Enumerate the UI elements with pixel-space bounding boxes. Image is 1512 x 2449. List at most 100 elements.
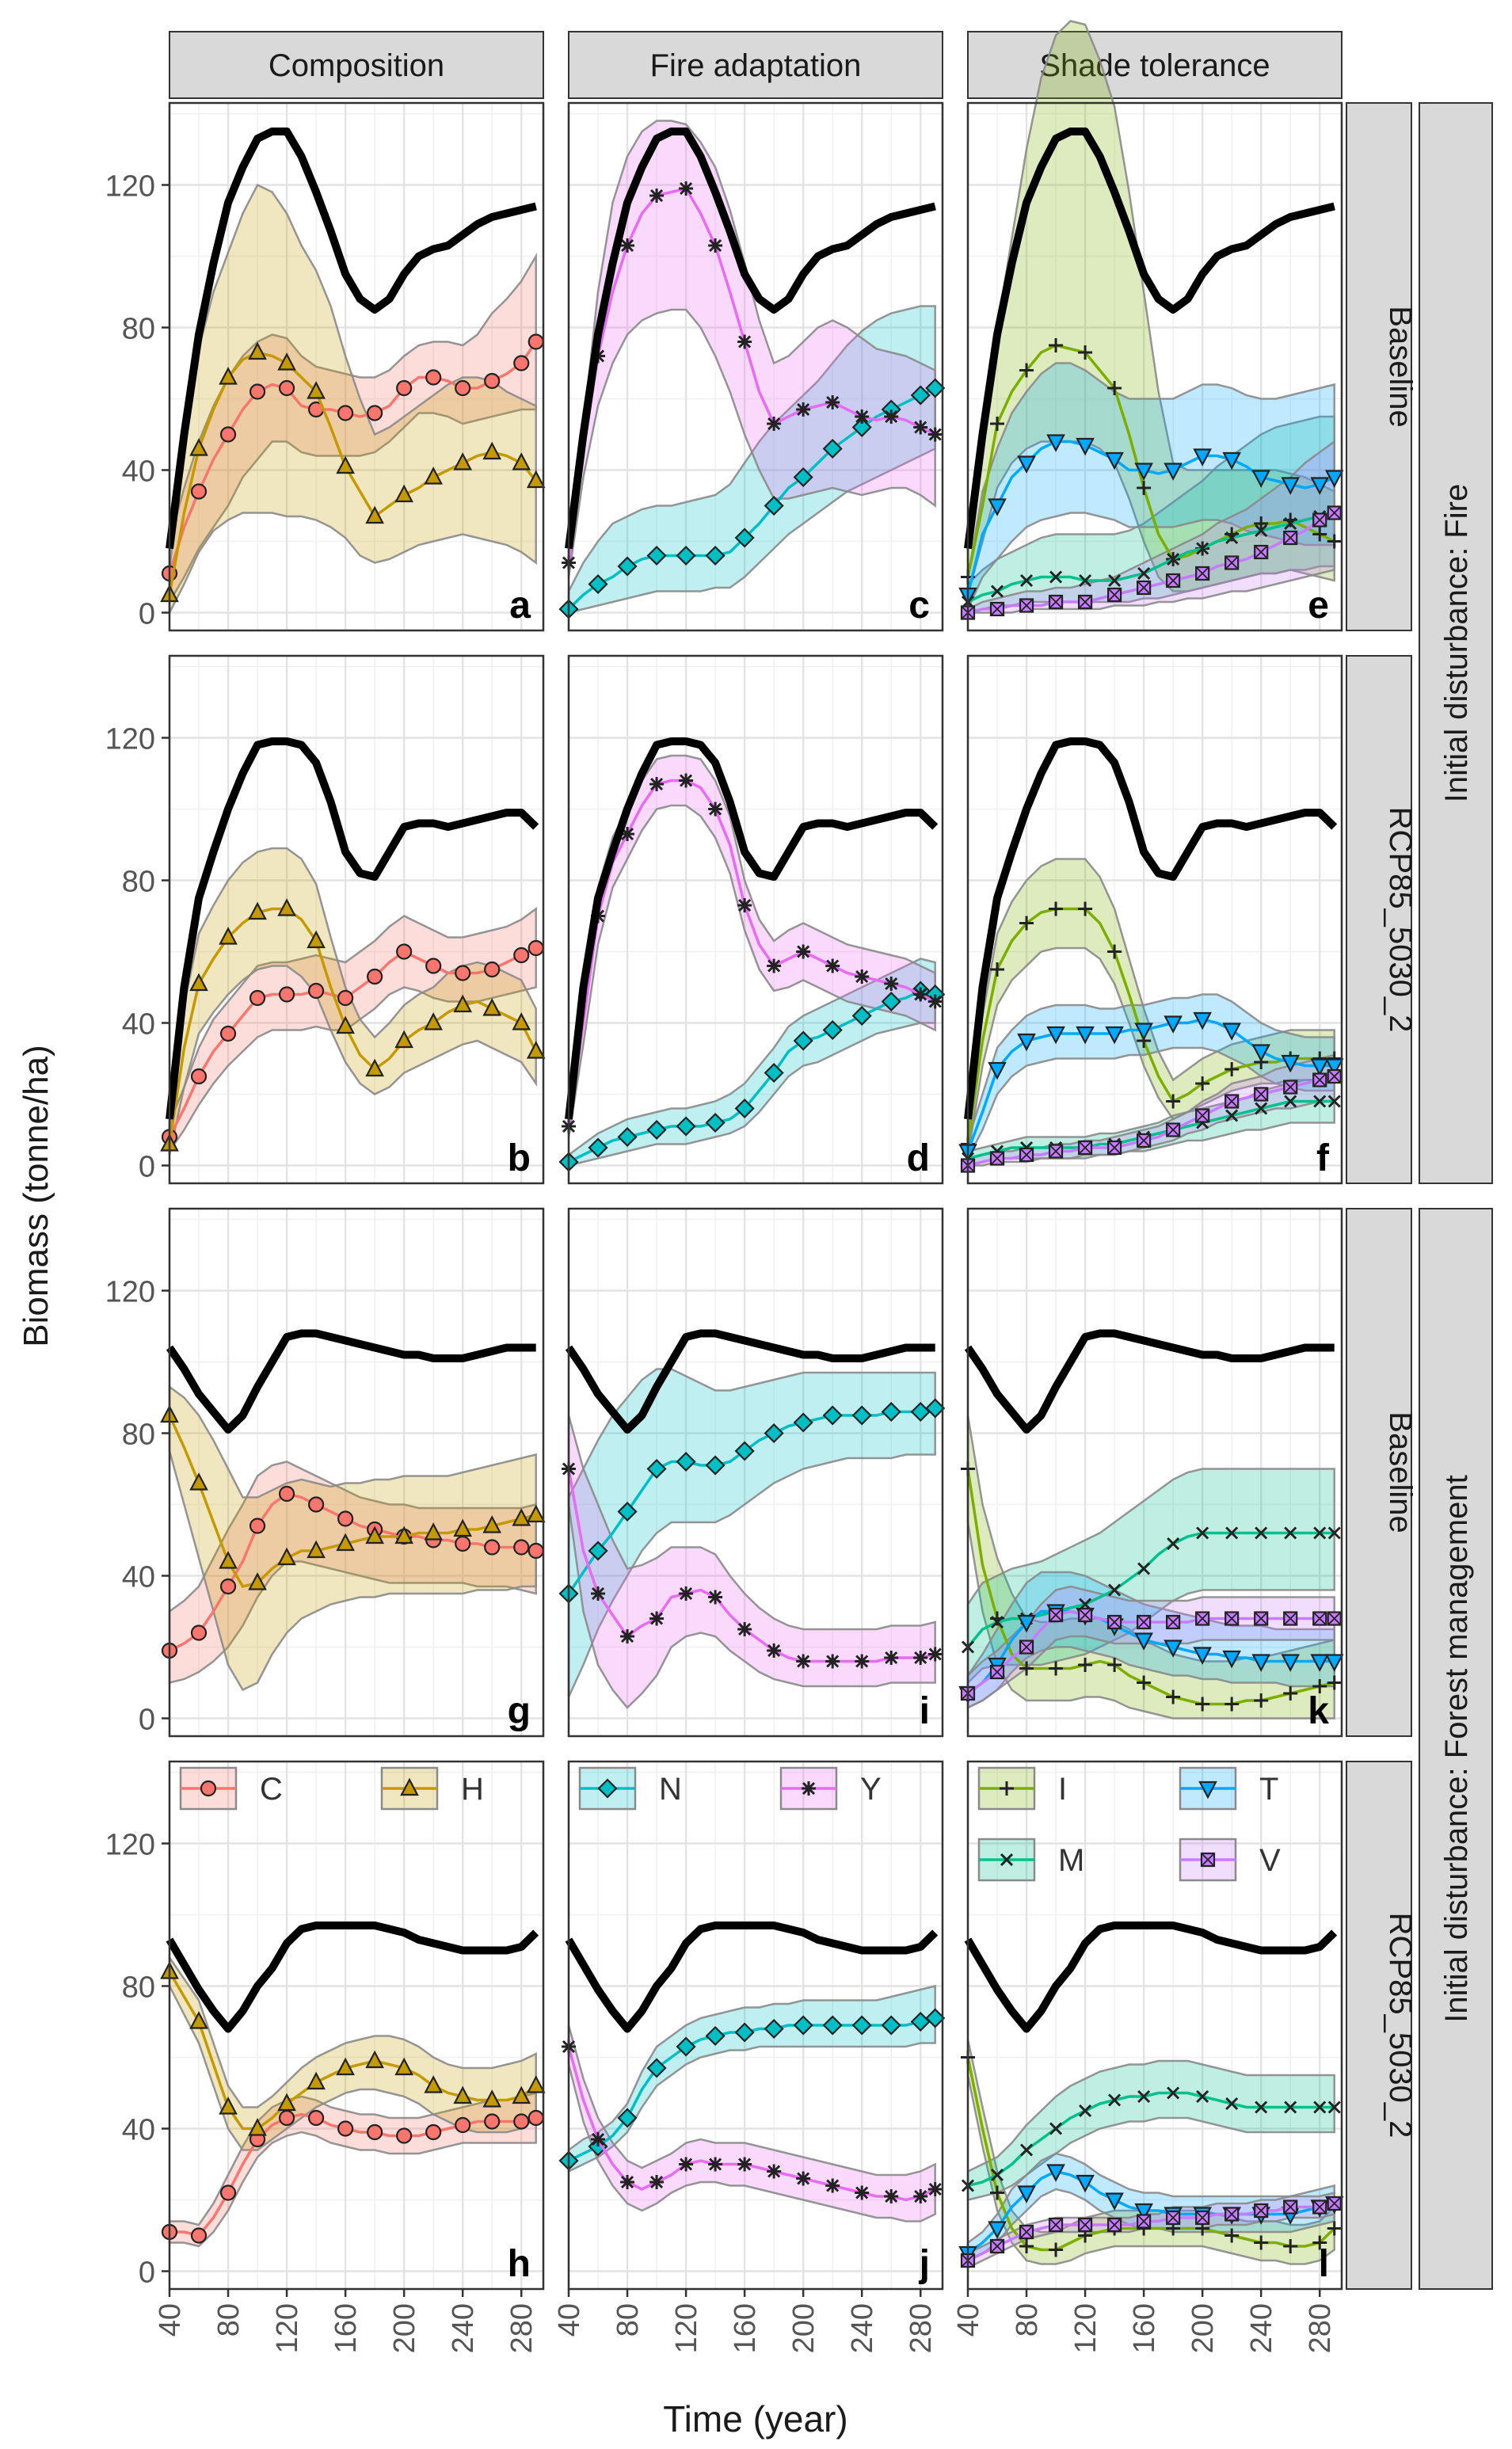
point-Y	[708, 238, 723, 253]
point-N	[588, 1541, 608, 1561]
legend-label: M	[1058, 1843, 1084, 1878]
point-M	[1108, 573, 1122, 588]
point-N	[881, 991, 901, 1012]
point-N	[822, 1405, 843, 1426]
point-V-cross	[1019, 1640, 1034, 1655]
point-T	[1134, 2203, 1153, 2222]
point-T	[1310, 1058, 1330, 1076]
point-M	[1196, 2089, 1209, 2104]
x-tick-label: 240	[846, 2303, 879, 2353]
point-H	[482, 2089, 502, 2108]
point-V-cross	[1049, 595, 1063, 609]
point-H	[453, 2085, 473, 2104]
point-I	[1049, 338, 1064, 352]
point-T	[1134, 1632, 1153, 1651]
series-line-M	[967, 511, 1335, 604]
ribbon-H	[168, 847, 537, 1156]
x-tick-label: 240	[447, 2303, 480, 2353]
point-H	[219, 367, 238, 385]
point-C	[455, 2116, 471, 2134]
point-N	[676, 1116, 696, 1137]
point-H	[336, 1015, 355, 1034]
point-H	[394, 484, 413, 503]
point-C	[527, 333, 544, 350]
x-tick-label: 280	[1304, 2303, 1337, 2353]
point-H	[219, 927, 238, 945]
column-strip-label: Shade tolerance	[1039, 48, 1270, 83]
panel-letter: b	[508, 1137, 531, 1179]
point-H	[277, 1547, 296, 1566]
y-tick-label: 80	[122, 866, 155, 899]
point-C	[527, 2109, 544, 2127]
point-V-cross	[1327, 1069, 1342, 1084]
point-V-cross	[1224, 1094, 1239, 1109]
legend-marker	[400, 1777, 419, 1796]
point-H	[526, 1041, 546, 1059]
point-Y	[591, 2132, 606, 2146]
point-I	[1254, 2235, 1269, 2250]
facet-panel: g 0 40 80 120	[105, 1207, 546, 1738]
legend-item-N: N	[578, 1766, 682, 1811]
point-V-cross	[1283, 2200, 1297, 2215]
total-biomass-line	[166, 737, 539, 1120]
y-tick-label: 120	[105, 723, 155, 756]
point-H	[336, 1533, 355, 1552]
point-N	[617, 2108, 638, 2128]
x-tick-label: 160	[329, 2303, 363, 2353]
facet-panel: l 40 80 120 160 200 240 280	[952, 1760, 1344, 2353]
y-axis-title: Biomass (tonne/ha)	[17, 1045, 55, 1347]
point-H	[526, 470, 546, 489]
point-N	[734, 1098, 755, 1119]
point-V-cross	[990, 2239, 1004, 2253]
point-T	[1281, 477, 1301, 495]
point-M	[1255, 1102, 1268, 1115]
point-V-cross	[1137, 581, 1151, 595]
total-biomass-line	[166, 1921, 539, 2033]
total-biomass-line	[964, 1329, 1335, 1434]
point-H	[248, 1572, 267, 1590]
x-tick-label: 40	[952, 2303, 985, 2337]
point-N	[851, 1405, 872, 1426]
point-M	[1137, 1562, 1151, 1575]
point-V-cross	[1166, 1122, 1180, 1137]
outer-strip-forest-management: Initial disturbance: Forest management	[1419, 1208, 1493, 2290]
row-strip-label: RCP85_5030_2	[1383, 1913, 1418, 2139]
point-Y	[679, 1586, 694, 1601]
point-V-cross	[1078, 595, 1092, 609]
panel-border	[168, 101, 545, 632]
legend-label: I	[1058, 1772, 1067, 1807]
point-M	[1167, 552, 1180, 566]
point-V-cross	[1224, 1611, 1239, 1626]
point-Y	[679, 2157, 694, 2172]
point-H	[512, 1508, 531, 1526]
legend-marker	[802, 1781, 816, 1796]
point-Y	[620, 238, 635, 253]
y-tick-label: 0	[139, 1704, 155, 1737]
point-Y	[737, 334, 752, 349]
point-I	[1078, 345, 1093, 360]
point-T	[1310, 1654, 1330, 1672]
point-C	[337, 1510, 354, 1527]
point-Y	[767, 1643, 782, 1658]
point-C	[278, 379, 295, 397]
point-H	[277, 352, 296, 371]
point-Y	[620, 1629, 635, 1643]
point-V-cross	[1283, 531, 1297, 545]
point-T	[1134, 463, 1153, 481]
point-H	[189, 438, 208, 456]
point-H	[512, 452, 531, 470]
panel-border	[168, 1760, 545, 2291]
point-T	[1134, 1023, 1153, 1041]
point-N	[646, 2058, 667, 2078]
point-N	[705, 2025, 726, 2047]
column-strip-shade-tolerance: Shade tolerance	[967, 31, 1343, 99]
point-V-cross	[1137, 1133, 1151, 1148]
point-H	[482, 441, 502, 460]
panel-letter: a	[509, 585, 531, 627]
point-C	[190, 1068, 208, 1085]
legend-marker	[1000, 1853, 1014, 1867]
point-N	[676, 1451, 696, 1472]
x-tick-label: 120	[1069, 2303, 1103, 2353]
series-line-I	[966, 907, 1335, 1145]
